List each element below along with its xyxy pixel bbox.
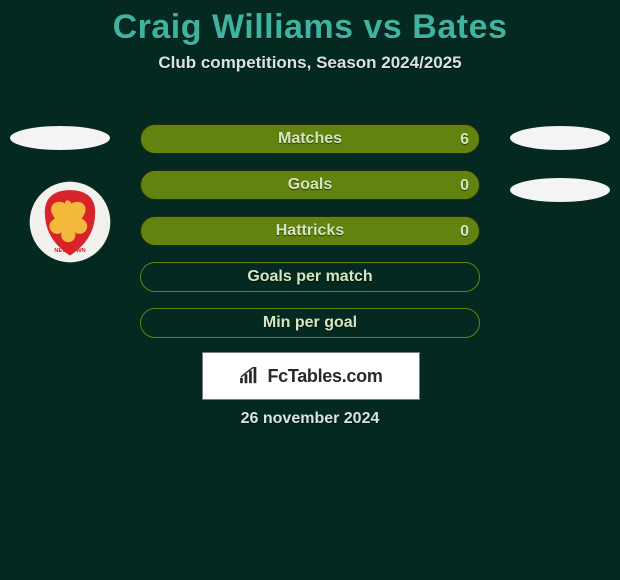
- stat-label: Goals per match: [247, 268, 372, 286]
- left-club-crest-icon: NEWTOWN: [28, 180, 112, 264]
- stat-row-goals: Goals 0: [140, 170, 480, 200]
- brand-badge: FcTables.com: [202, 352, 420, 400]
- left-player-avatar-shadow: [10, 126, 110, 150]
- stat-row-goals-per-match: Goals per match: [140, 262, 480, 292]
- stat-right-value: 0: [460, 171, 469, 201]
- stat-label: Hattricks: [276, 222, 344, 240]
- bar-chart-icon: [239, 367, 261, 385]
- right-club-crest-shadow: [510, 178, 610, 202]
- stat-right-value: 6: [460, 125, 469, 155]
- stat-right-value: 0: [460, 217, 469, 247]
- stat-row-hattricks: Hattricks 0: [140, 216, 480, 246]
- stat-label: Min per goal: [263, 314, 357, 332]
- stat-label: Goals: [288, 176, 332, 194]
- stat-row-min-per-goal: Min per goal: [140, 308, 480, 338]
- page-subtitle: Club competitions, Season 2024/2025: [0, 53, 620, 73]
- page-title: Craig Williams vs Bates: [0, 0, 620, 47]
- right-player-avatar-shadow: [510, 126, 610, 150]
- brand-text: FcTables.com: [267, 366, 382, 387]
- root: Craig Williams vs Bates Club competition…: [0, 0, 620, 580]
- generated-date: 26 november 2024: [0, 410, 620, 428]
- crest-club-name: NEWTOWN: [54, 248, 85, 254]
- stat-label: Matches: [278, 130, 342, 148]
- stats-table: Matches 6 Goals 0 Hattricks 0 Goals per …: [140, 124, 480, 354]
- stat-row-matches: Matches 6: [140, 124, 480, 154]
